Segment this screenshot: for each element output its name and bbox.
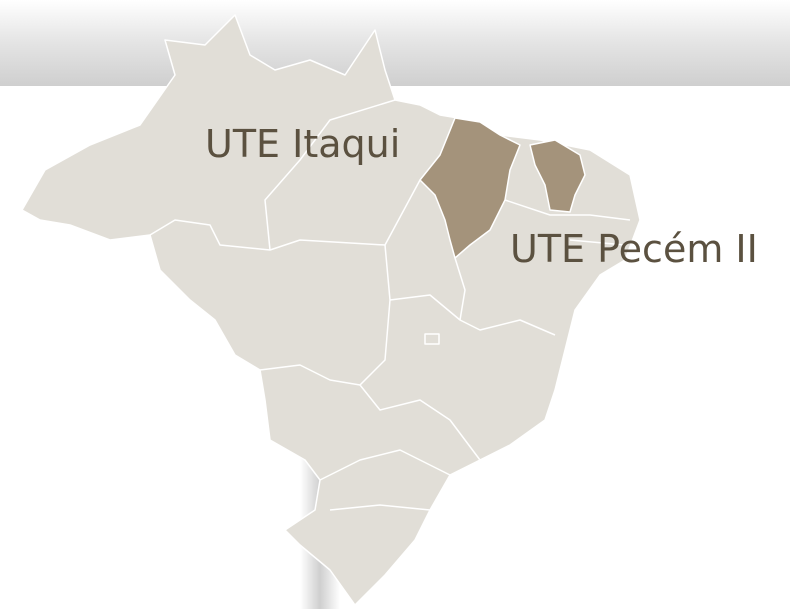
plant-label: UTE Pecém II: [510, 227, 758, 271]
state-border: [389, 294, 556, 336]
federal-district: [424, 333, 440, 345]
state-border: [359, 384, 481, 461]
header-band: [0, 0, 790, 86]
state-border: [149, 179, 421, 251]
country-shape: [21, 14, 641, 606]
state-border: [319, 449, 451, 481]
state-border: [504, 199, 631, 221]
highlighted-state: [419, 117, 521, 259]
state-border: [454, 257, 466, 321]
state-border: [569, 239, 626, 246]
state-border: [329, 504, 431, 511]
state-border: [264, 99, 396, 251]
brazil-map: [21, 14, 641, 606]
plant-label: UTE Itaqui: [205, 122, 400, 166]
highlighted-state: [529, 139, 586, 213]
